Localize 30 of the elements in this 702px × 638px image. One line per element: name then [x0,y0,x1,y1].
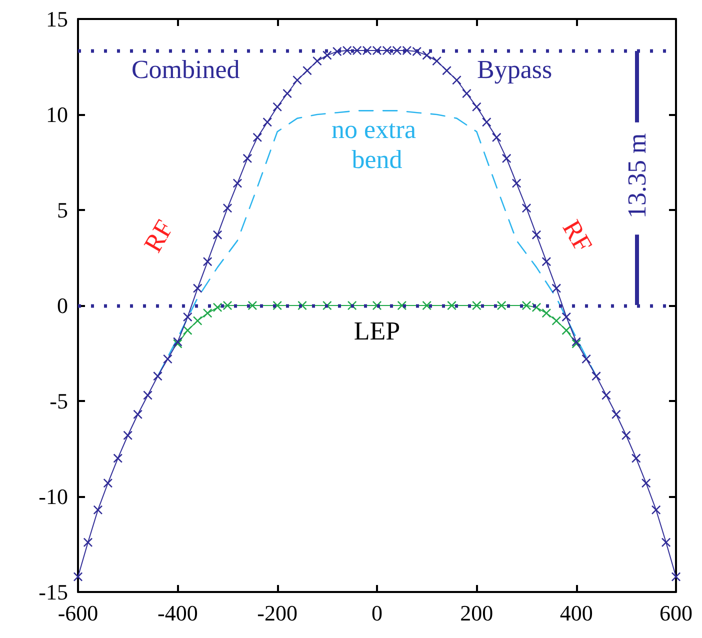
y-tick-label: 10 [46,102,68,127]
annotation: LEP [354,316,400,346]
point [542,308,551,318]
x-tick-label: 600 [660,600,692,626]
point [193,316,202,326]
y-tick-label: -10 [38,484,68,509]
x-tick-label: 400 [560,600,593,626]
x-tick-label: -400 [158,600,198,626]
point [183,326,192,335]
point [447,301,456,310]
y-tick-label: 15 [46,6,68,32]
annotation: Bypass [476,55,552,84]
point [203,308,212,318]
annotation: RF [138,215,180,258]
annotation: no extra bend [332,114,422,174]
point [213,302,222,312]
x-tick-label: -200 [257,600,298,626]
y-tick-label: -5 [50,388,68,414]
x-tick-label: 200 [460,600,494,626]
point [272,301,282,310]
y-tick-label: 5 [57,198,68,222]
x-tick-label: 0 [372,600,382,626]
annotation: 13.35 m [622,133,652,218]
annotation: RF [556,215,598,258]
annotation: Combined [131,55,240,84]
point [422,301,432,310]
point [552,316,561,326]
point [562,326,571,335]
y-tick-label: 0 [57,293,68,318]
point [472,301,482,310]
